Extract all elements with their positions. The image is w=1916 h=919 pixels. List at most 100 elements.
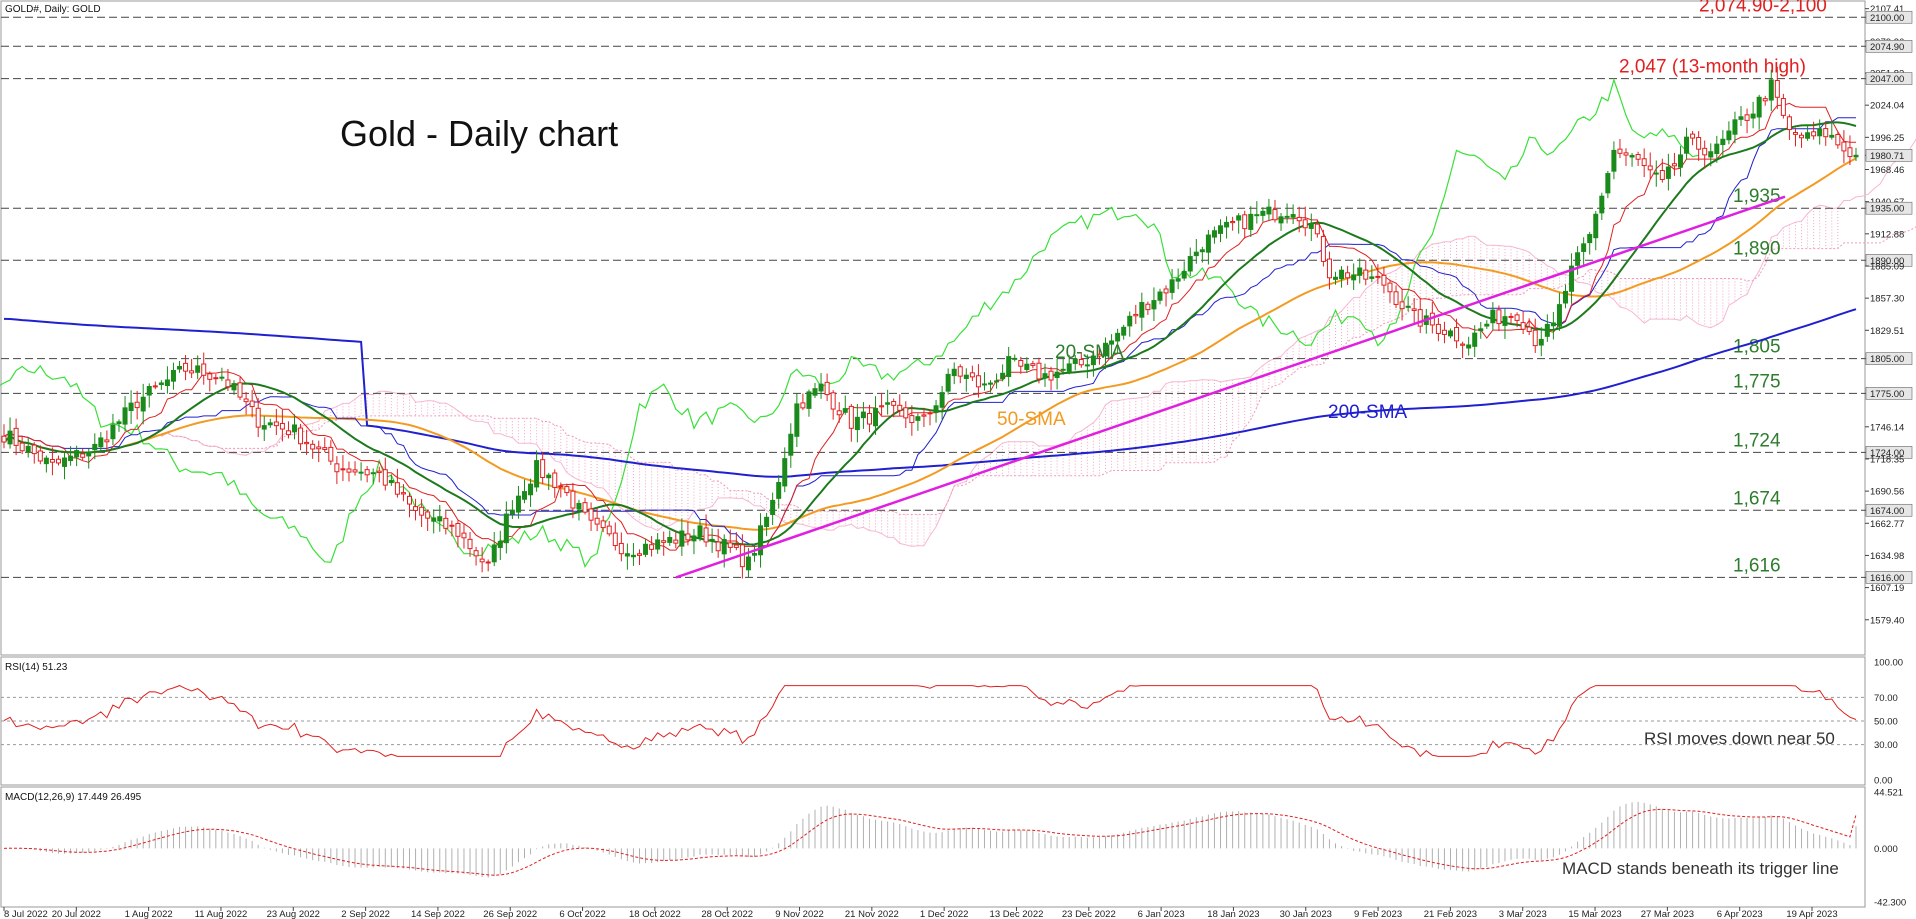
candle-body — [745, 556, 751, 571]
time-tick-label: 1 Dec 2022 — [920, 909, 969, 919]
candle-body — [407, 495, 413, 505]
time-tick-label: 18 Oct 2022 — [629, 909, 681, 919]
candle-body — [1726, 130, 1732, 141]
time-tick-label: 2 Sep 2022 — [341, 909, 390, 919]
candle-body — [479, 558, 485, 563]
candle-body — [1641, 158, 1647, 167]
candle-body — [1339, 269, 1345, 280]
candle-body — [1496, 309, 1502, 325]
candle-body — [691, 535, 697, 542]
candle-body — [68, 455, 74, 462]
candle-body — [1750, 113, 1756, 119]
candle-body — [7, 430, 13, 445]
candle-body — [630, 554, 636, 558]
price-tick-box — [1865, 503, 1913, 517]
candle-body — [1665, 166, 1671, 179]
candle-body — [146, 386, 152, 396]
candle-body — [788, 433, 794, 456]
candle-body — [764, 516, 770, 528]
price-tick-label: 1662.77 — [1870, 519, 1904, 530]
candle-body — [1157, 291, 1163, 301]
candle-body — [606, 525, 612, 535]
candle-body — [534, 460, 540, 488]
candle-body — [1169, 279, 1175, 293]
macd-tick-label: 44.521 — [1874, 787, 1903, 798]
candle-body — [836, 410, 842, 416]
candle-body — [116, 421, 122, 425]
price-tick-label: 1579.40 — [1870, 615, 1904, 626]
candle-body — [812, 388, 818, 396]
candle-body — [1363, 269, 1369, 280]
candle-body — [1139, 302, 1145, 318]
candle-body — [1478, 328, 1484, 332]
candle-body — [1230, 220, 1236, 224]
candle-body — [273, 421, 279, 427]
candle-body — [1012, 357, 1018, 360]
sma20-label: 20-SMA — [1055, 342, 1124, 363]
candle-body — [1163, 288, 1169, 294]
candle-body — [1266, 206, 1272, 215]
candle-body — [207, 373, 213, 380]
time-tick-label: 1 Aug 2022 — [125, 909, 173, 919]
candle-body — [455, 523, 461, 537]
candle-body — [1133, 313, 1139, 317]
candle-body — [1484, 323, 1490, 327]
candle-body — [1175, 278, 1181, 282]
candle-body — [1550, 322, 1556, 327]
candle-body — [237, 382, 243, 398]
candle-body — [1786, 116, 1792, 131]
senkou-a-line — [161, 138, 1916, 547]
candle-body — [1205, 234, 1211, 253]
candle-body — [225, 379, 231, 388]
candle-body — [1829, 134, 1835, 138]
candle-body — [1381, 274, 1387, 286]
candle-body — [1460, 343, 1466, 346]
time-tick-label: 6 Oct 2022 — [559, 909, 605, 919]
price-tick-label: 1890.00 — [1870, 256, 1904, 267]
candle-body — [25, 445, 31, 453]
time-tick-label: 20 Jul 2022 — [52, 909, 101, 919]
macd-panel: 44.521 0.000 -42.300 — [3, 787, 1906, 909]
candle-body — [1024, 363, 1030, 370]
candle-body — [588, 508, 594, 521]
candle-body — [558, 485, 564, 488]
price-tick-label: 2074.90 — [1870, 42, 1904, 53]
candle-body — [1405, 305, 1411, 308]
candle-body — [419, 506, 425, 516]
candle-body — [1708, 151, 1714, 158]
macd-tick-label: 0.000 — [1874, 844, 1898, 855]
candle-body — [316, 446, 322, 450]
candle-body — [1284, 215, 1290, 218]
candle-body — [860, 411, 866, 419]
candle-body — [1417, 309, 1423, 327]
candle-body — [201, 363, 207, 376]
candle-body — [413, 506, 419, 511]
price-tick-box — [1865, 40, 1913, 53]
time-tick-label: 18 Jan 2023 — [1207, 909, 1259, 919]
candle-body — [721, 538, 727, 555]
price-tick-box — [1865, 149, 1913, 162]
candle-body — [963, 374, 969, 379]
candle-body — [461, 532, 467, 539]
candle-body — [1048, 370, 1054, 381]
candle-body — [1411, 308, 1417, 311]
candle-body — [485, 561, 491, 564]
candle-body — [1224, 221, 1230, 228]
candle-body — [957, 366, 963, 377]
candle-body — [1490, 309, 1496, 324]
candle-body — [1835, 134, 1841, 146]
rsi-tick-label: 50.00 — [1874, 717, 1898, 728]
candle-body — [195, 365, 201, 373]
candle-body — [261, 425, 267, 430]
candle-body — [1671, 163, 1677, 167]
candle-body — [1792, 132, 1798, 135]
candle-body — [346, 468, 352, 473]
candle-body — [449, 524, 455, 527]
candle-body — [1774, 80, 1780, 98]
candle-body — [98, 437, 104, 448]
candle-body — [80, 453, 86, 458]
candle-body — [1587, 234, 1593, 244]
macd-note: MACD stands beneath its trigger line — [1562, 859, 1839, 878]
level-label: 1,724 — [1733, 430, 1781, 451]
